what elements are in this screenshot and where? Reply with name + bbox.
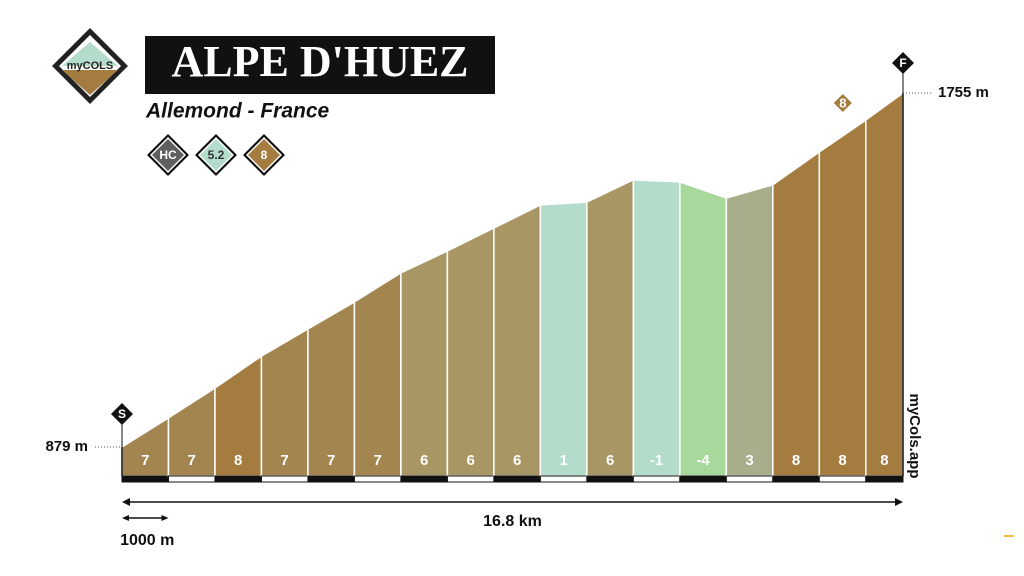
grade-label: 8 (792, 452, 800, 469)
km-strip (632, 475, 681, 483)
logo-ground (62, 70, 118, 95)
grade-label: 6 (606, 452, 614, 469)
km-strip (400, 475, 448, 483)
start-marker-text: S (118, 407, 126, 421)
arrow-head (122, 515, 129, 521)
grade-label: 6 (466, 452, 474, 469)
badge-text: HC (159, 148, 177, 162)
segment (818, 118, 867, 477)
arrow-head (161, 515, 169, 521)
grade-label: 7 (374, 452, 382, 469)
grade-label: 7 (327, 452, 335, 469)
km-strip (493, 475, 541, 483)
elevation-label: 879 m (45, 438, 88, 455)
km-strip (586, 475, 634, 483)
logo-mountain (62, 42, 118, 66)
km-strip (260, 475, 309, 483)
grade-label: 7 (281, 452, 289, 469)
segment (539, 201, 588, 477)
grade-label: -4 (696, 452, 710, 469)
segment (493, 203, 542, 477)
segment (725, 183, 774, 477)
max-grade-flag (833, 94, 852, 112)
grade-label: 7 (141, 452, 149, 469)
grade-label: 3 (745, 452, 753, 469)
grade-label: 8 (880, 452, 888, 469)
finish-marker-text: F (899, 56, 906, 70)
accent (1004, 535, 1014, 537)
km-strip (865, 475, 904, 483)
grade-label: 6 (513, 452, 521, 469)
km-strip (446, 475, 495, 483)
grade-label: 6 (420, 452, 428, 469)
badge (200, 139, 232, 171)
grade-label: -1 (650, 452, 663, 469)
segment (446, 226, 495, 477)
max-grade-text: 8 (839, 95, 846, 110)
elevation-label: 1755 m (938, 84, 989, 101)
km-strip (772, 475, 820, 483)
segment (772, 150, 821, 477)
km-strip (214, 475, 262, 483)
badge-text: 8 (261, 148, 268, 162)
scale-label: 1000 m (120, 532, 174, 549)
km-strip (121, 475, 169, 483)
arrow-head (895, 498, 903, 506)
segment (353, 271, 402, 477)
grade-label: 8 (838, 452, 846, 469)
segment (632, 179, 681, 477)
chart-title: ALPE D'HUEZ (171, 37, 468, 86)
finish-marker (892, 52, 914, 74)
km-strip (539, 475, 588, 483)
grade-label: 8 (234, 452, 242, 469)
start-marker (111, 403, 133, 425)
km-strip (679, 475, 727, 483)
km-strip (167, 475, 216, 483)
subtitle: Allemond - France (145, 100, 330, 123)
watermark: myCols.app (906, 393, 923, 478)
logo: myCOLS (52, 28, 128, 104)
distance-label: 16.8 km (483, 513, 542, 530)
segment (865, 91, 904, 477)
km-strip (307, 475, 355, 483)
segment (586, 178, 635, 477)
segment (400, 249, 449, 477)
grade-label: 7 (188, 452, 196, 469)
segment (307, 300, 356, 477)
badge-text: 5.2 (208, 148, 225, 162)
arrow-head (122, 498, 130, 506)
title-box (145, 36, 495, 94)
km-strip (725, 475, 774, 483)
badge (248, 139, 280, 171)
badge (152, 139, 184, 171)
segment (679, 180, 728, 477)
km-strip (818, 475, 867, 483)
km-strip (353, 475, 402, 483)
logo-text: myCOLS (67, 60, 113, 72)
grade-label: 1 (559, 452, 567, 469)
